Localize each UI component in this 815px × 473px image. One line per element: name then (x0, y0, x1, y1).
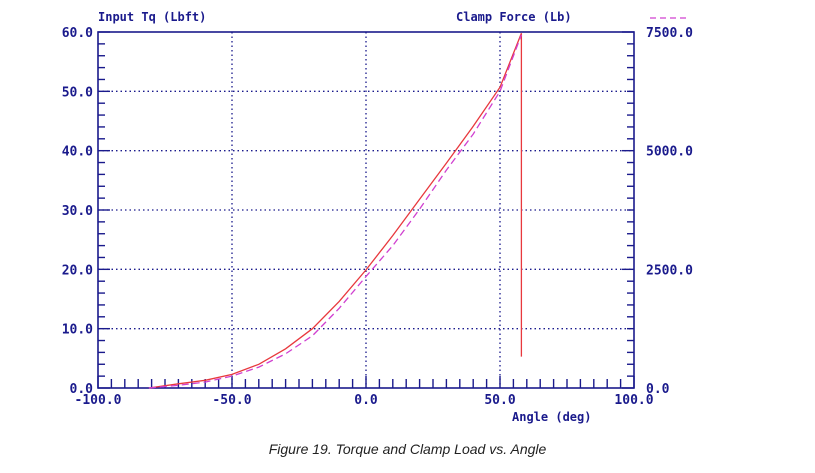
clamp-force-line (148, 34, 523, 389)
x-tick-label: 50.0 (484, 393, 515, 408)
left-tick-label: 10.0 (62, 323, 93, 338)
left-tick-label: 40.0 (62, 145, 93, 160)
left-tick-label: 30.0 (62, 204, 93, 219)
left-axis-label: Input Tq (Lbft) (98, 10, 206, 24)
x-axis-label: Angle (deg) (512, 410, 591, 424)
left-tick-label: 50.0 (62, 85, 93, 100)
figure-caption: Figure 19. Torque and Clamp Load vs. Ang… (268, 441, 547, 457)
x-tick-label: 0.0 (354, 393, 378, 408)
right-tick-label: 7500.0 (646, 26, 693, 41)
grid-lines (98, 32, 634, 388)
minor-ticks (97, 31, 635, 389)
left-tick-label: 0.0 (70, 382, 94, 397)
right-axis-label: Clamp Force (Lb) (456, 10, 572, 24)
input-torque-line (148, 32, 523, 389)
right-tick-label: 5000.0 (646, 145, 693, 160)
right-tick-label: 2500.0 (646, 263, 693, 278)
left-tick-label: 20.0 (62, 263, 93, 278)
x-tick-label: -50.0 (212, 393, 251, 408)
right-tick-label: 0.0 (646, 382, 670, 397)
series-lines (148, 32, 523, 389)
x-tick-label: -100.0 (75, 393, 122, 408)
tick-labels: 0.0 10.0 20.0 30.0 40.0 50.0 60.0 0.0 2500.0 5000… (62, 26, 693, 408)
x-tick-label: 100.0 (614, 393, 653, 408)
left-tick-label: 60.0 (62, 26, 93, 41)
